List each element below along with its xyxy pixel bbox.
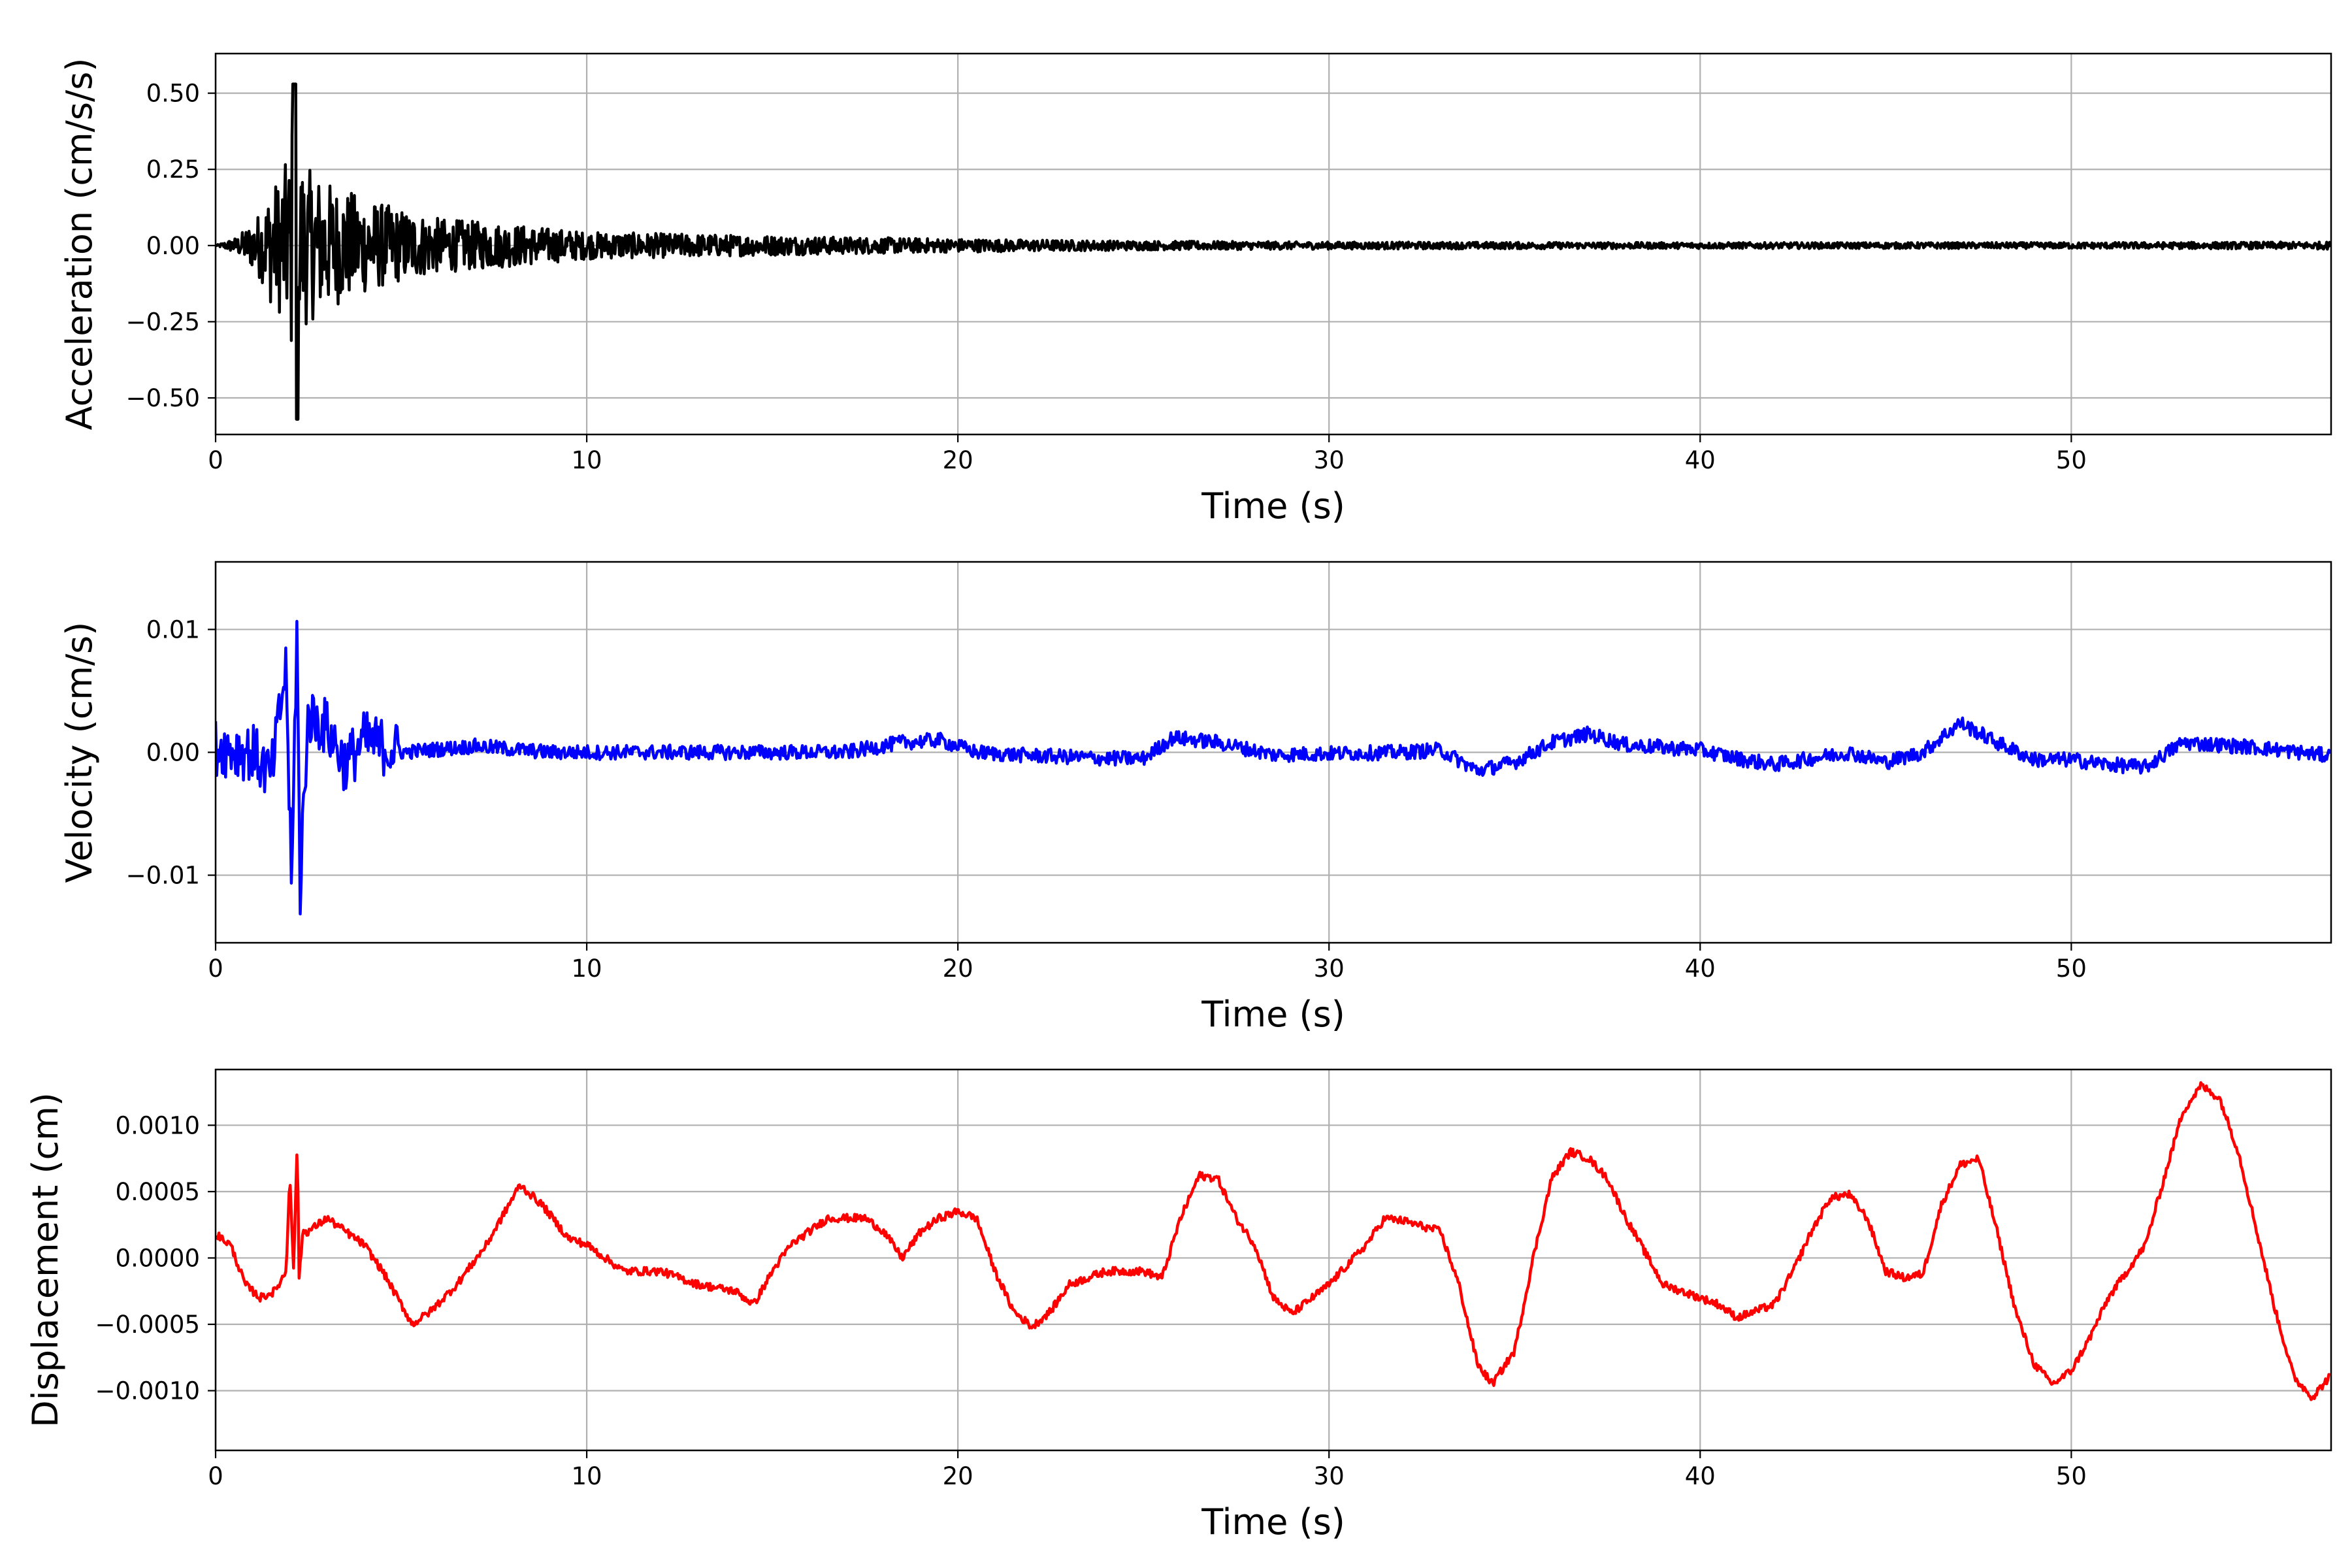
accel-ylabel: Acceleration (cm/s/s): [59, 58, 100, 431]
accel-xtick-label: 30: [1314, 446, 1345, 474]
velocity-panel: 0 10 20 30 40 50 −0.01 0.00 0.01 Time (s) Velocity…: [59, 561, 2332, 1035]
displacement-axes-frame: [214, 1068, 2332, 1452]
displacement-xtick-label: 10: [572, 1462, 602, 1490]
accel-ytick-label: 0.50: [146, 80, 200, 108]
accel-xtick-label: 0: [208, 446, 223, 474]
accel-xtick-label: 10: [572, 446, 602, 474]
velocity-xtick-label: 10: [572, 955, 602, 983]
displacement-xtick-label: 40: [1685, 1462, 1716, 1490]
accel-panel: 0 10 20 30 40 50 −0.50 −0.25 0.00 0.25 0.50 Time (s…: [59, 52, 2332, 527]
velocity-xtick-label: 20: [943, 955, 973, 983]
accel-xtick-label: 50: [2056, 446, 2087, 474]
accel-ytick-label: 0.25: [146, 155, 200, 184]
accel-xtick-label: 40: [1685, 446, 1716, 474]
velocity-xtick-label: 30: [1314, 955, 1345, 983]
accel-ytick-label: −0.25: [126, 308, 200, 336]
displacement-ylabel: Displacement (cm): [25, 1092, 66, 1428]
displacement-xlabel: Time (s): [1201, 1501, 1345, 1543]
displacement-series-line: [216, 1081, 2331, 1401]
displacement-ytick-label: −0.0005: [95, 1311, 200, 1339]
displacement-xtick-label: 20: [943, 1462, 973, 1490]
velocity-xtick-label: 40: [1685, 955, 1716, 983]
accel-axes-frame: [214, 52, 2332, 436]
accel-series-line: [216, 82, 2331, 421]
velocity-ytick-label: −0.01: [126, 862, 200, 890]
accel-xlabel: Time (s): [1201, 485, 1345, 527]
displacement-panel: 0 10 20 30 40 50 −0.0010 −0.0005 0.0000 0.0005 0.0…: [25, 1068, 2332, 1543]
velocity-xlabel: Time (s): [1201, 994, 1345, 1035]
displacement-xtick-label: 0: [208, 1462, 223, 1490]
velocity-ytick-label: 0.01: [146, 615, 200, 644]
accel-ytick-label: −0.50: [126, 384, 200, 412]
velocity-ylabel: Velocity (cm/s): [59, 622, 100, 883]
displacement-ytick-label: 0.0000: [116, 1244, 200, 1272]
displacement-xtick-label: 50: [2056, 1462, 2087, 1490]
accel-ytick-label: 0.00: [146, 232, 200, 260]
displacement-ytick-label: 0.0010: [116, 1111, 200, 1139]
displacement-ytick-label: 0.0005: [116, 1178, 200, 1206]
accel-xtick-label: 20: [943, 446, 973, 474]
velocity-ytick-label: 0.00: [146, 739, 200, 767]
velocity-xtick-label: 0: [208, 955, 223, 983]
velocity-xtick-label: 50: [2056, 955, 2087, 983]
displacement-xtick-label: 30: [1314, 1462, 1345, 1490]
displacement-ytick-label: −0.0010: [95, 1377, 200, 1405]
velocity-series-line: [216, 619, 2331, 916]
